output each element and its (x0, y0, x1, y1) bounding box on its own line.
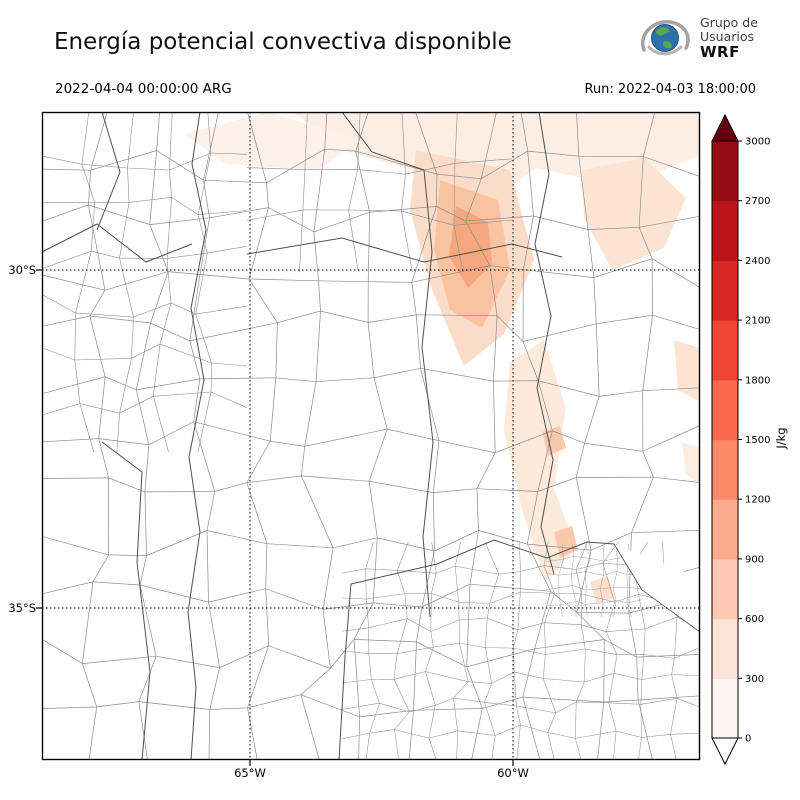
colorbar-tick-label: 3000 (745, 137, 770, 148)
province-boundaries (41, 111, 615, 761)
ytick-30s: 30°S (8, 263, 36, 277)
colorbar-tick-label: 900 (745, 554, 764, 565)
grid-lines (42, 112, 700, 760)
colorbar-tick-label: 1800 (745, 375, 770, 386)
logo-text: Grupo de Usuarios WRF (700, 14, 758, 61)
colorbar-tick-label: 0 (745, 734, 751, 745)
colorbar-tick-label: 1200 (745, 495, 770, 506)
colorbar-tick-label: 2400 (745, 256, 770, 267)
map-frame (36, 111, 701, 766)
xtick-65w: 65°W (234, 766, 266, 780)
valid-time-label: 2022-04-04 00:00:00 ARG (55, 81, 232, 97)
colorbar-units-label: J/kg (774, 427, 788, 449)
colorbar-tick-label: 2700 (745, 196, 770, 207)
colorbar-tick-label: 2100 (745, 316, 770, 327)
globe-swirl-icon (640, 20, 690, 56)
water-body (613, 543, 701, 633)
model-run-label: Run: 2022-04-03 18:00:00 (584, 82, 756, 97)
logo-line-2: Usuarios (700, 28, 755, 44)
cape-shading-layer (184, 112, 700, 604)
colorbar-tick-label: 600 (745, 614, 764, 625)
xtick-60w: 60°W (497, 766, 529, 780)
page-title: Energía potencial convectiva disponible (54, 29, 512, 55)
ytick-35s: 35°S (8, 601, 36, 615)
logo-line-1: Grupo de (700, 14, 758, 30)
colorbar: 0 300 600 900 1200 1500 1800 2100 2400 2700 3000 (711, 113, 770, 766)
map-canvas (36, 111, 701, 766)
colorbar-tick-label: 300 (745, 674, 764, 685)
logo-line-3: WRF (700, 42, 740, 61)
wrf-users-group-logo: Grupo de Usuarios WRF (636, 10, 758, 66)
colorbar-tick-label: 1500 (745, 435, 770, 446)
